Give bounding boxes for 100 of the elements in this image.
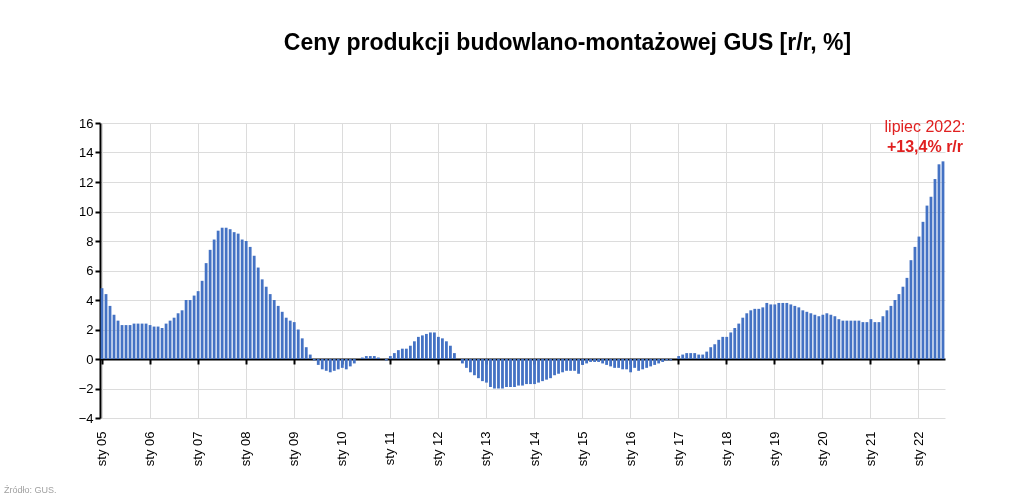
bar [220,227,224,359]
bar [629,359,633,373]
bar [721,336,725,359]
x-tick-label: sty 21 [862,431,878,467]
bar [785,302,789,359]
bar [829,314,833,359]
bar [781,302,785,359]
x-tick-label: sty 05 [94,431,109,467]
bar [537,359,540,383]
bar [192,295,196,359]
bar [352,359,356,364]
bar [825,313,829,359]
bar [408,345,412,359]
bar [749,310,753,359]
x-tick-label: sty 06 [142,431,158,467]
bar [461,359,464,364]
bar [617,359,621,368]
bar [685,353,689,359]
x-tick-label: sty 15 [574,431,590,467]
bar [328,359,332,373]
bar [469,359,472,373]
y-tick-label: −4 [78,410,94,426]
x-tick-label: sty 19 [766,431,782,467]
chart-title: Ceny produkcji budowlano-montażowej GUS [r/r, %] [283,29,852,55]
bar [416,336,420,359]
bar [821,314,825,359]
bar [809,313,813,359]
y-tick-label: 8 [86,233,94,249]
y-tick-label: −2 [78,381,94,396]
bar [853,320,857,359]
bar [601,359,604,364]
bar [228,229,232,359]
bar [445,341,448,359]
bar [244,241,248,359]
x-tick-label: sty 09 [286,431,302,467]
bar [364,356,368,359]
bar [485,359,488,383]
bar [845,320,849,359]
bar [701,354,705,359]
bar [621,359,625,370]
bar [805,311,809,359]
bar [637,359,641,371]
bar [428,332,432,359]
x-tick-label: sty 11 [382,431,398,466]
bar [549,359,552,379]
y-tick-label: 2 [86,322,94,337]
bar [489,359,492,388]
y-tick-label: 14 [79,145,94,160]
bar [400,348,404,359]
y-tick-label: 6 [86,263,94,278]
bar [741,317,745,359]
bar [188,300,192,359]
bar [625,359,629,370]
bar [761,307,765,359]
bar [569,359,572,371]
bar [705,351,709,359]
bar [432,332,436,359]
bar [497,359,500,389]
y-tick-label: 10 [79,204,94,219]
bar [517,359,520,386]
bar [773,304,777,359]
bar [545,359,548,380]
bar [573,359,576,371]
text: Źródło: GUS. [4,485,57,494]
bar [837,319,841,359]
bar [793,305,797,359]
bar [733,328,737,359]
y-tick-label: 4 [86,292,94,308]
bar [589,359,592,362]
bar [585,359,588,364]
bar [681,354,685,359]
bar [777,302,781,359]
bar [368,356,372,359]
bar [633,359,637,368]
bar [473,359,476,376]
bar [449,345,452,359]
bar [316,359,320,365]
bar [717,339,721,359]
bar [437,336,440,359]
x-tick-label: sty 13 [478,431,494,467]
bar [577,359,580,374]
bar [424,333,428,359]
bar [420,335,424,359]
x-tick-label: sty 17 [670,431,686,467]
bar [769,304,773,359]
bar [441,338,444,359]
bar [657,359,661,364]
bar [857,320,861,359]
bar [797,307,801,359]
y-tick-label: 16 [79,115,94,131]
bar [521,359,524,386]
annotation: lipiec 2022: [884,118,966,135]
bar [849,320,853,359]
bar [324,359,328,371]
bar [813,314,817,359]
x-tick-label: sty 18 [718,431,734,467]
bar [344,359,348,370]
bar [412,341,416,359]
x-tick-label: sty 22 [910,431,926,467]
bar [649,359,653,367]
